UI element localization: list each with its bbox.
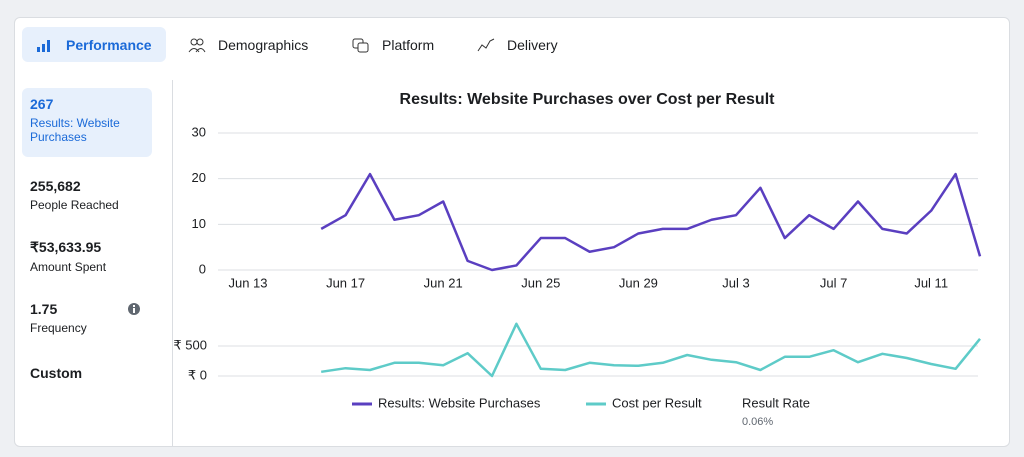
y-tick-label: 0	[199, 261, 206, 276]
card	[14, 17, 1010, 447]
y-tick-label: 30	[192, 124, 206, 139]
metric-label: Amount Spent	[30, 260, 107, 274]
icon	[477, 38, 495, 51]
x-tick-label: Jul 7	[820, 275, 847, 290]
icon	[188, 38, 206, 52]
tab-label: Demographics	[218, 36, 309, 53]
y-tick-label: ₹ 500	[173, 337, 207, 352]
metric-value: ₹53,633.95	[30, 239, 102, 255]
y-tick-label: 10	[192, 216, 206, 231]
legend-label: Result Rate	[742, 395, 810, 410]
legend-value: 0.06%	[742, 416, 773, 428]
metric[interactable]: Custom	[22, 357, 152, 393]
tab[interactable]: Performance	[22, 27, 166, 62]
metric-value: 255,682	[30, 178, 81, 194]
info-icon[interactable]	[127, 302, 141, 316]
x-tick-label: Jun 13	[228, 275, 267, 290]
metric-value: Custom	[30, 365, 83, 381]
x-tick-label: Jul 11	[914, 275, 948, 290]
metric-value: 267	[30, 96, 54, 112]
x-tick-label: Jul 3	[722, 275, 749, 290]
tab[interactable]: Demographics	[188, 27, 308, 62]
tab-label: Performance	[66, 36, 152, 53]
tab[interactable]: Delivery	[477, 27, 558, 62]
metric[interactable]: 255,682 People Reached	[22, 170, 152, 220]
tab-label: Delivery	[507, 36, 558, 53]
y-tick-label: 20	[192, 170, 206, 185]
tab-label: Platform	[382, 36, 435, 53]
icon	[352, 38, 369, 52]
metric-label: People Reached	[30, 198, 119, 212]
metric[interactable]: 1.75 Frequency	[22, 293, 152, 343]
metric-value: 1.75	[30, 301, 58, 317]
legend-label: Results: Website Purchases	[378, 395, 541, 410]
x-tick-label: Jun 25	[521, 275, 560, 290]
x-tick-label: Jun 17	[326, 275, 365, 290]
x-tick-label: Jun 29	[619, 275, 658, 290]
line	[321, 322, 981, 378]
tab[interactable]: Platform	[352, 27, 434, 62]
x-tick-label: Jun 21	[424, 275, 463, 290]
y-tick-label: ₹ 0	[188, 367, 207, 382]
metric[interactable]: 267 Results: Website Purchases	[22, 88, 152, 157]
icon	[37, 39, 50, 52]
metric[interactable]: ₹53,633.95 Amount Spent	[22, 231, 152, 282]
legend-label: Cost per Result	[612, 395, 702, 410]
line	[320, 172, 982, 272]
divider	[172, 80, 173, 447]
metric-label: Results: Website Purchases	[30, 116, 120, 144]
chart-title: Results: Website Purchases over Cost per…	[400, 91, 776, 108]
metric-label: Frequency	[30, 321, 87, 335]
